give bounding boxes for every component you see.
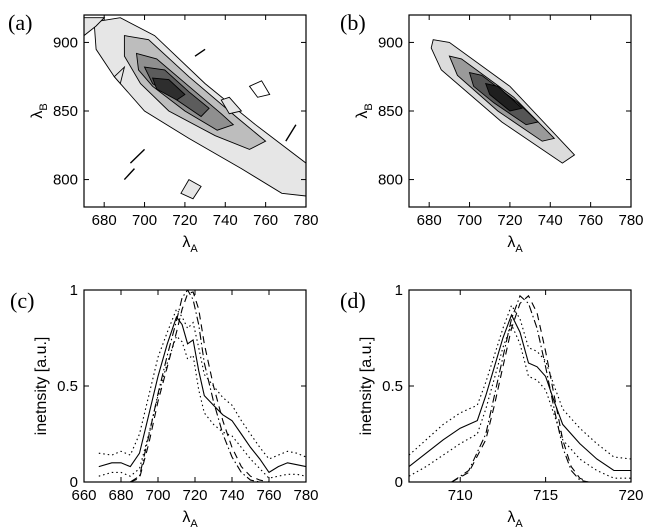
- x-tick-label: 760: [253, 212, 278, 229]
- y-tick-label: 900: [53, 34, 78, 51]
- series-line-dashdot: [130, 290, 260, 482]
- plot-area: [98, 290, 306, 482]
- x-tick-label: 680: [92, 212, 117, 229]
- panel-b-label: (b): [340, 10, 366, 35]
- x-tick-label: 660: [71, 487, 96, 504]
- y-tick-label: 850: [378, 103, 403, 120]
- plot-area: [409, 294, 631, 482]
- x-tick-label: 760: [578, 212, 603, 229]
- x-tick-label: 760: [256, 487, 281, 504]
- x-tick-label: 720: [172, 212, 197, 229]
- x-tick-label: 780: [293, 487, 318, 504]
- panel-a-label: (a): [8, 10, 32, 35]
- x-tick-label: 740: [538, 212, 563, 229]
- y-axis-label: λB: [29, 103, 50, 118]
- x-tick-label: 700: [457, 212, 482, 229]
- panel-d: (d) 710 715 720 0 0.5 1 λA inetnsity [a.u.]: [340, 282, 644, 530]
- panel-d-label: (d): [340, 288, 366, 313]
- contour-level: [151, 77, 186, 101]
- x-axis-label: λA: [182, 509, 198, 530]
- contour-level: [220, 96, 243, 115]
- series-line-dotted: [409, 304, 631, 460]
- y-tick-label: 0.5: [57, 378, 78, 395]
- contour-level: [248, 80, 271, 98]
- y-tick-label: 0: [395, 474, 403, 491]
- y-tick-label: 800: [53, 172, 78, 189]
- x-tick-label: 780: [618, 212, 643, 229]
- plot-area: [84, 17, 306, 200]
- plot-area: [430, 39, 576, 164]
- y-axis-label: inetnsity [a.u.]: [33, 337, 50, 436]
- series-line-dotted: [98, 308, 306, 460]
- contour-fragment: [123, 168, 135, 181]
- x-tick-label: 710: [448, 487, 473, 504]
- contour-fragment: [285, 124, 297, 142]
- y-tick-label: 850: [53, 103, 78, 120]
- contour-fragment: [194, 48, 206, 57]
- y-tick-label: 1: [395, 282, 403, 299]
- y-axis-label: λB: [354, 103, 375, 118]
- contour-level: [180, 178, 202, 200]
- series-line-dotted: [409, 323, 631, 479]
- y-tick-label: 0: [70, 474, 78, 491]
- y-tick-label: 1: [70, 282, 78, 299]
- panel-b: (b) 680 700 720 740 760 780 800 850 900 λA λB: [340, 10, 644, 255]
- x-tick-label: 720: [182, 487, 207, 504]
- y-tick-label: 900: [378, 34, 403, 51]
- x-tick-label: 720: [618, 487, 643, 504]
- contour-level: [113, 65, 126, 85]
- series-line-dashed: [130, 291, 270, 482]
- panel-c: (c) 660 680 700 720 740 760 780 0 0.5 1 λA inetnsit…: [10, 282, 319, 530]
- x-tick-label: 700: [145, 487, 170, 504]
- axes-frame: [408, 289, 632, 483]
- x-tick-label: 720: [497, 212, 522, 229]
- x-tick-label: 780: [293, 212, 318, 229]
- x-tick-label: 700: [132, 212, 157, 229]
- y-axis-label: inetnsity [a.u.]: [358, 337, 375, 436]
- x-axis-label: λA: [507, 234, 523, 255]
- series-line-solid: [98, 315, 306, 474]
- x-tick-label: 680: [417, 212, 442, 229]
- series-line-dashed: [451, 294, 589, 482]
- x-tick-label: 740: [213, 212, 238, 229]
- x-tick-label: 715: [533, 487, 558, 504]
- series-line-solid: [409, 313, 631, 472]
- y-tick-label: 0.5: [382, 378, 403, 395]
- x-tick-label: 740: [219, 487, 244, 504]
- y-tick-label: 800: [378, 172, 403, 189]
- x-axis-label: λA: [182, 234, 198, 255]
- series-line-dashdot: [451, 294, 589, 482]
- x-axis-label: λA: [507, 509, 523, 530]
- contour-level: [484, 82, 523, 112]
- panel-a: (a) 680 700 720 740 760 780 800 850 900 λA λB: [8, 10, 319, 255]
- panel-c-label: (c): [10, 288, 34, 313]
- x-tick-label: 680: [108, 487, 133, 504]
- contour-fragment: [129, 148, 146, 164]
